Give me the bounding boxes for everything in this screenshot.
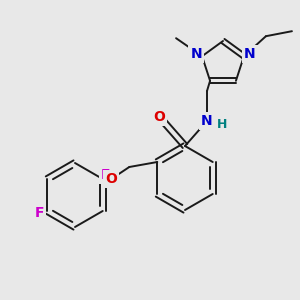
Text: N: N [244, 47, 256, 61]
Text: H: H [217, 118, 227, 131]
Text: N: N [190, 47, 202, 61]
Text: O: O [105, 172, 117, 186]
Text: F: F [101, 168, 110, 182]
Text: O: O [153, 110, 165, 124]
Text: F: F [34, 206, 44, 220]
Text: N: N [201, 114, 213, 128]
